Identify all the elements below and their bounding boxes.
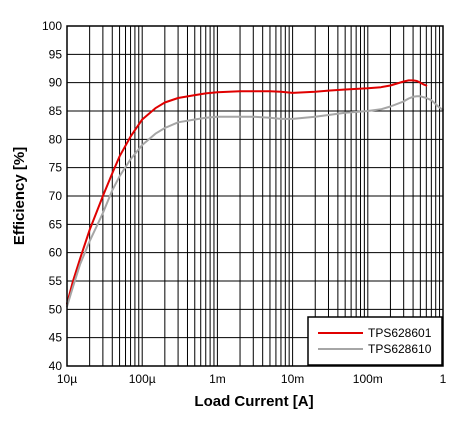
x-tick-labels: 10µ 100µ 1m 10m 100m 1 (57, 372, 447, 386)
plot-frame (66, 25, 444, 367)
y-axis-title: Efficiency [%] (11, 147, 28, 245)
y-tick-label: 60 (49, 246, 63, 260)
x-tick-label: 100µ (129, 372, 156, 386)
x-tick-label: 1m (209, 372, 226, 386)
y-tick-label: 50 (49, 302, 63, 316)
x-tick-label: 10m (281, 372, 304, 386)
series-line-tps628601 (66, 79, 428, 305)
y-tick-label: 90 (49, 76, 63, 90)
series-lines (66, 79, 444, 308)
y-tick-label: 80 (49, 132, 63, 146)
x-tick-label: 10µ (57, 372, 77, 386)
y-tick-labels: 40 45 50 55 60 65 70 75 80 85 90 95 100 (42, 19, 62, 373)
y-tick-label: 75 (49, 161, 63, 175)
y-tick-label: 95 (49, 47, 63, 61)
grid (66, 25, 443, 367)
x-axis-title: Load Current [A] (194, 393, 313, 410)
y-tick-label: 55 (49, 274, 63, 288)
x-tick-label: 1 (440, 372, 447, 386)
y-tick-label: 65 (49, 217, 63, 231)
legend-label: TPS628610 (368, 342, 432, 356)
legend-label: TPS628601 (368, 326, 432, 340)
series-line-tps628610 (66, 95, 444, 308)
y-tick-label: 45 (49, 331, 63, 345)
y-tick-label: 85 (49, 104, 63, 118)
y-tick-label: 40 (49, 359, 63, 373)
x-tick-label: 100m (353, 372, 383, 386)
legend: TPS628601 TPS628610 (307, 316, 443, 366)
y-tick-label: 70 (49, 189, 63, 203)
legend-box (307, 316, 443, 366)
y-tick-label: 100 (42, 19, 62, 33)
